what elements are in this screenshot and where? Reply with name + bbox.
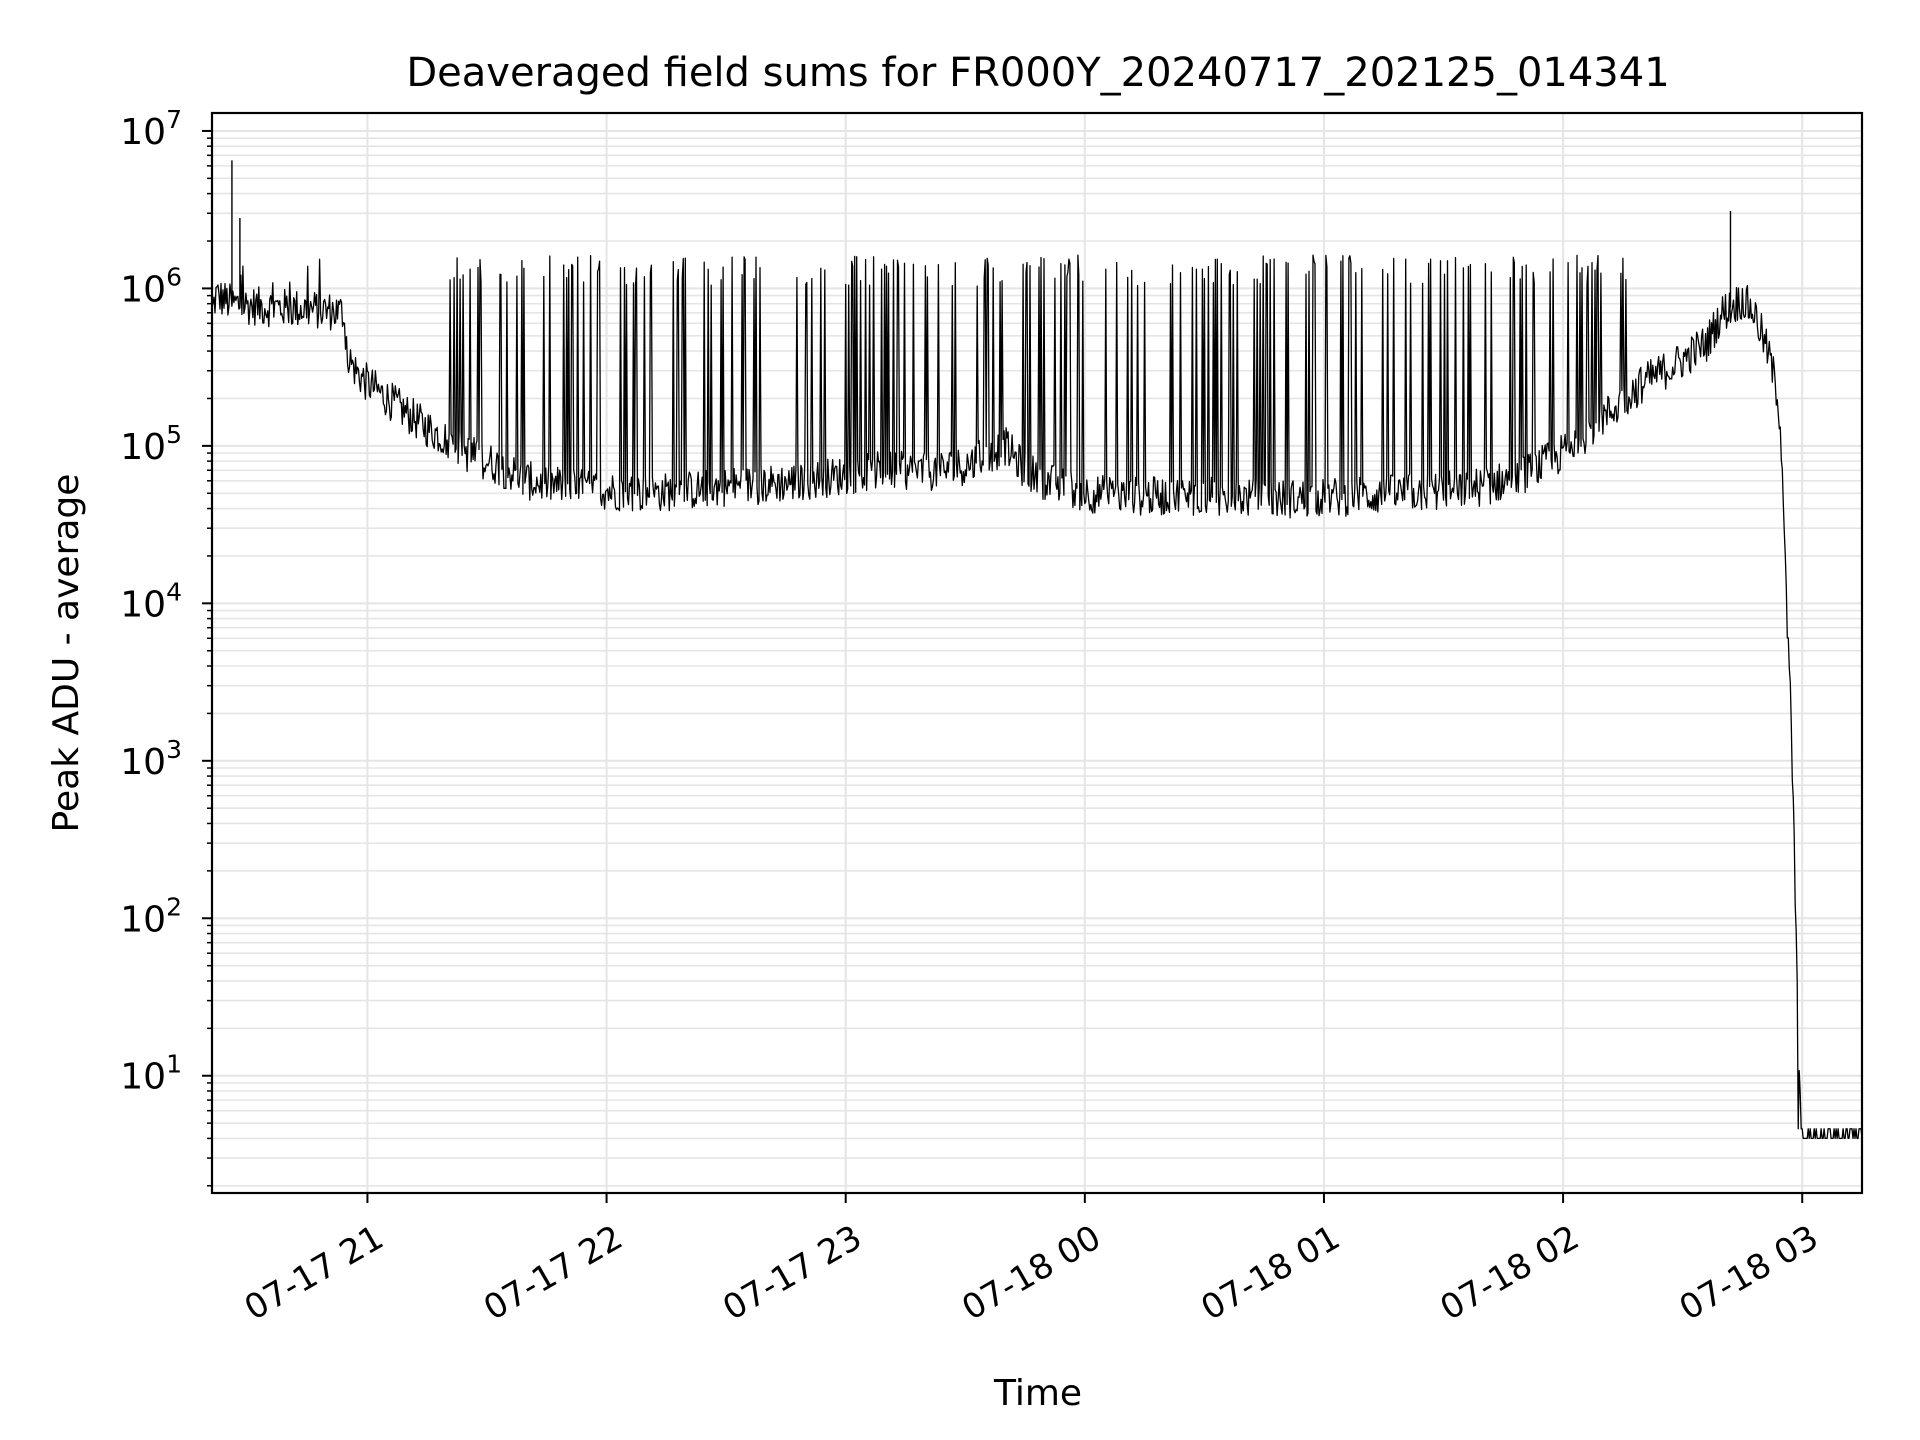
x-tick-label: 07-18 01 (1194, 1218, 1346, 1329)
y-tick-label: 107 (120, 105, 182, 153)
series-line (211, 254, 1863, 1140)
y-axis: 101 102 103 104 105 106 107 (120, 105, 212, 1187)
y-tick-label: 101 (120, 1050, 182, 1098)
y-axis-label: Peak ADU - average (46, 474, 87, 833)
y-tick-label: 104 (120, 577, 182, 625)
y-tick-label: 103 (120, 735, 182, 783)
chart-title: Deaveraged field sums for FR000Y_2024071… (406, 50, 1669, 96)
plot-frame (210, 111, 1864, 1195)
grid (212, 113, 1862, 1193)
x-axis: 07-17 21 07-17 22 07-17 23 07-18 00 07-18 01… (238, 1193, 1825, 1329)
x-tick-label: 07-17 22 (477, 1218, 629, 1329)
x-axis-label: Time (993, 1373, 1082, 1414)
y-tick-label: 106 (120, 262, 182, 310)
x-tick-label: 07-18 03 (1673, 1218, 1825, 1329)
x-tick-label: 07-17 21 (238, 1218, 390, 1329)
x-tick-label: 07-18 00 (955, 1218, 1107, 1329)
y-tick-label: 102 (120, 892, 182, 940)
x-tick-label: 07-17 23 (716, 1218, 868, 1329)
y-tick-label: 105 (120, 420, 182, 468)
x-tick-label: 07-18 02 (1434, 1218, 1586, 1329)
series-line-group (211, 160, 1863, 1140)
